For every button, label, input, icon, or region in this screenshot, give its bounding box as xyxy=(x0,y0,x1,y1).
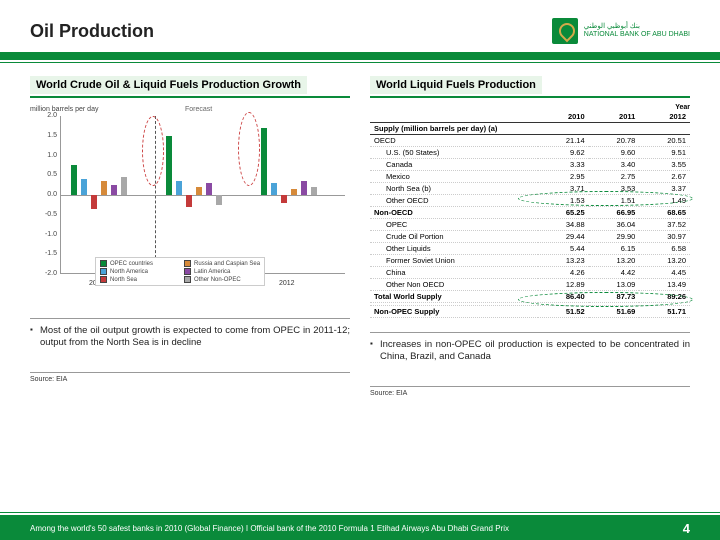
footer-text: Among the world's 50 safest banks in 201… xyxy=(30,524,509,533)
content: World Crude Oil & Liquid Fuels Productio… xyxy=(0,63,720,397)
table-wrap: Year 201020112012 Supply (million barrel… xyxy=(370,104,690,318)
y-axis-label: million barrels per day xyxy=(30,106,98,113)
bar-chart: million barrels per day Forecast 2010201… xyxy=(30,104,350,304)
bullet-text: Most of the oil output growth is expecte… xyxy=(40,325,350,350)
chart-legend: OPEC countriesRussia and Caspian SeaNort… xyxy=(95,257,265,286)
highlight-ellipse xyxy=(238,112,260,186)
header-bar xyxy=(0,52,720,60)
production-table: 201020112012 Supply (million barrels per… xyxy=(370,111,690,318)
logo-text: بنك أبوظبي الوطني NATIONAL BANK OF ABU D… xyxy=(584,23,690,38)
right-bullets: Increases in non-OPEC oil production is … xyxy=(370,332,690,380)
logo-icon xyxy=(552,18,578,44)
right-source: Source: EIA xyxy=(370,386,690,397)
forecast-label: Forecast xyxy=(185,106,212,113)
left-source: Source: EIA xyxy=(30,372,350,383)
left-title: World Crude Oil & Liquid Fuels Productio… xyxy=(30,76,307,94)
year-header: Year xyxy=(370,104,690,111)
bank-logo: بنك أبوظبي الوطني NATIONAL BANK OF ABU D… xyxy=(552,18,690,44)
footer: Among the world's 50 safest banks in 201… xyxy=(0,516,720,540)
table-highlight xyxy=(518,191,693,206)
table-highlight xyxy=(518,292,693,307)
page-title: Oil Production xyxy=(30,21,154,42)
highlight-ellipse xyxy=(142,116,164,186)
right-column: World Liquid Fuels Production Year 20102… xyxy=(370,75,690,397)
bullet-text: Increases in non-OPEC oil production is … xyxy=(380,339,690,364)
footer-line xyxy=(0,512,720,513)
header: Oil Production بنك أبوظبي الوطني NATIONA… xyxy=(0,0,720,52)
left-column: World Crude Oil & Liquid Fuels Productio… xyxy=(30,75,350,397)
left-bullets: Most of the oil output growth is expecte… xyxy=(30,318,350,366)
page-number: 4 xyxy=(683,521,690,536)
right-title: World Liquid Fuels Production xyxy=(370,76,542,94)
chart-area: 201020112012 xyxy=(60,116,345,274)
